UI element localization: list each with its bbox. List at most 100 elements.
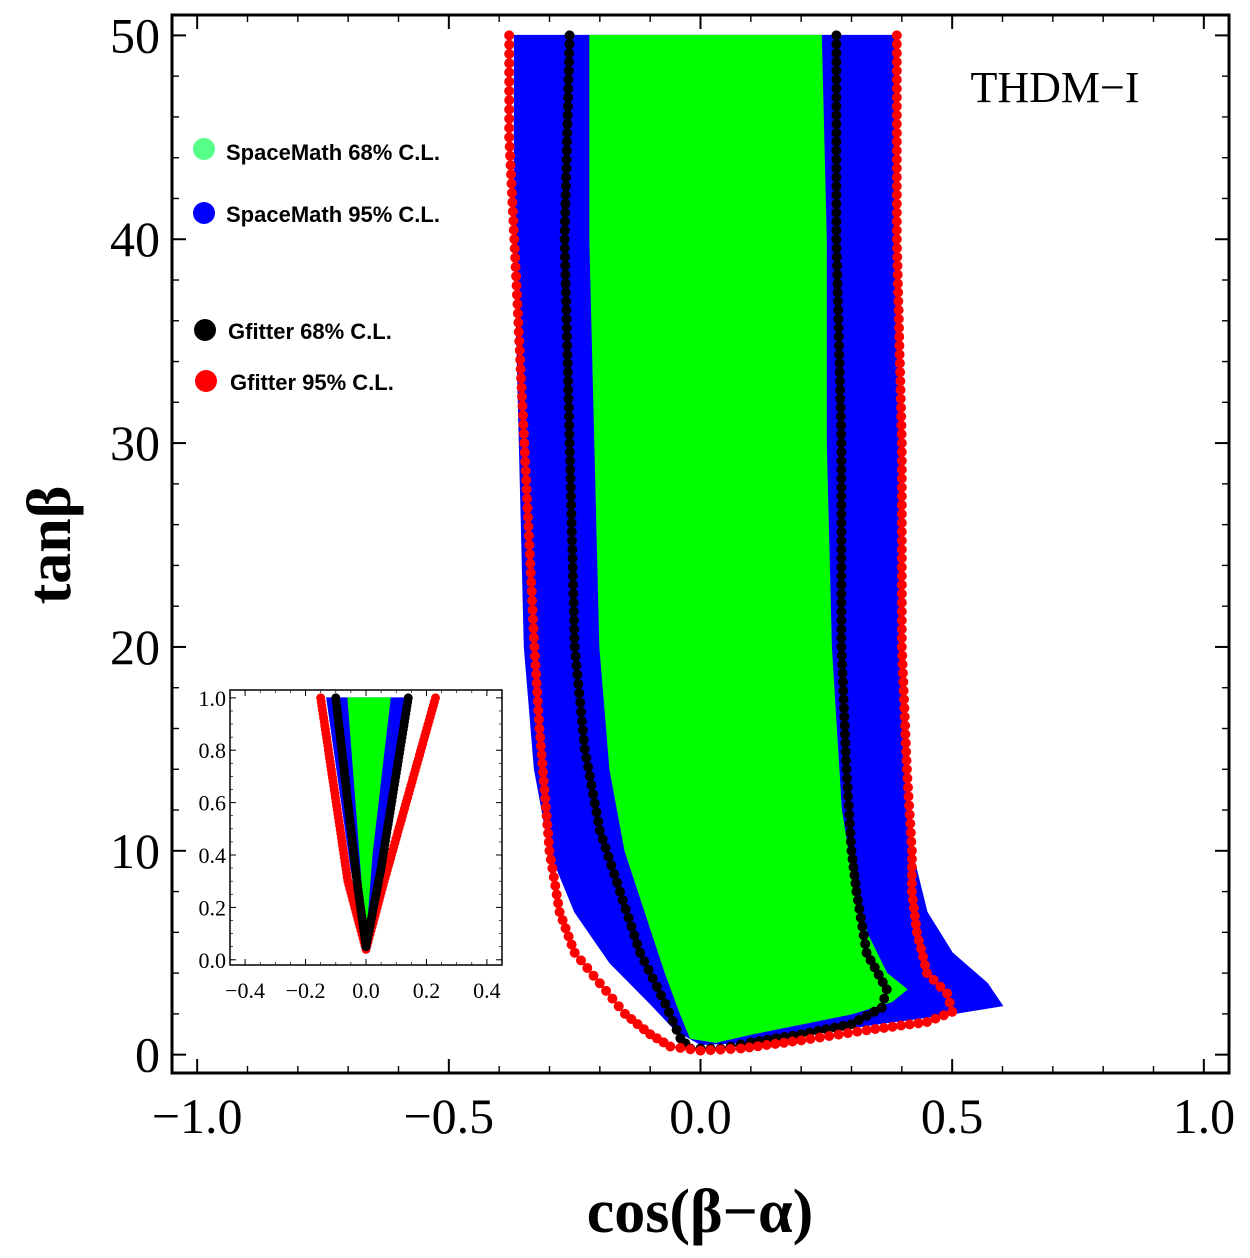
main-point-gfitter-68-c-l	[578, 734, 589, 745]
main-point-gfitter-95-c-l	[891, 30, 902, 41]
main-point-gfitter-95-c-l	[896, 588, 907, 599]
main-point-gfitter-95-c-l	[891, 48, 902, 59]
main-point-gfitter-95-c-l	[920, 960, 930, 970]
main-point-gfitter-95-c-l	[930, 1013, 941, 1024]
main-point-gfitter-95-c-l	[878, 1022, 889, 1033]
main-point-gfitter-68-c-l	[566, 526, 577, 537]
main-point-gfitter-68-c-l	[564, 429, 575, 440]
main-point-gfitter-95-c-l	[935, 981, 946, 992]
main-point-gfitter-95-c-l	[896, 633, 907, 644]
inset-x-tick-label: −0.4	[225, 978, 265, 1003]
main-point-gfitter-95-c-l	[891, 92, 902, 103]
main-point-gfitter-95-c-l	[533, 705, 544, 716]
main-point-gfitter-95-c-l	[906, 836, 917, 847]
main-point-gfitter-95-c-l	[896, 402, 906, 413]
main-point-gfitter-95-c-l	[894, 331, 905, 342]
main-point-gfitter-95-c-l	[528, 623, 539, 634]
main-point-gfitter-68-c-l	[560, 269, 571, 280]
main-point-gfitter-68-c-l	[560, 181, 571, 192]
main-point-gfitter-68-c-l	[560, 189, 571, 200]
main-point-gfitter-95-c-l	[507, 187, 517, 198]
main-point-gfitter-95-c-l	[504, 76, 515, 87]
main-point-gfitter-95-c-l	[908, 902, 919, 913]
main-point-gfitter-68-c-l	[612, 877, 623, 888]
main-point-gfitter-95-c-l	[906, 854, 917, 864]
main-point-gfitter-68-c-l	[831, 189, 842, 200]
main-point-gfitter-95-c-l	[511, 271, 522, 282]
main-point-gfitter-68-c-l	[586, 780, 597, 791]
main-point-gfitter-95-c-l	[907, 894, 918, 905]
main-point-gfitter-68-c-l	[831, 48, 842, 59]
main-x-tick-label: −0.5	[403, 1088, 494, 1144]
main-point-gfitter-95-c-l	[528, 632, 539, 643]
main-point-gfitter-95-c-l	[506, 169, 517, 180]
main-point-gfitter-68-c-l	[876, 1002, 887, 1013]
main-point-gfitter-68-c-l	[836, 571, 847, 581]
main-point-gfitter-68-c-l	[561, 154, 572, 165]
main-point-gfitter-95-c-l	[894, 340, 905, 351]
main-point-gfitter-95-c-l	[540, 793, 551, 804]
main-point-gfitter-95-c-l	[891, 101, 902, 112]
main-point-gfitter-95-c-l	[516, 373, 527, 384]
main-point-gfitter-95-c-l	[519, 447, 530, 458]
main-point-gfitter-95-c-l	[896, 562, 907, 573]
main-point-gfitter-68-c-l	[579, 743, 590, 754]
main-point-gfitter-95-c-l	[891, 216, 902, 227]
main-point-gfitter-95-c-l	[897, 659, 908, 670]
main-point-gfitter-95-c-l	[744, 1042, 755, 1053]
x-axis-title: cos(β−α)	[587, 1178, 814, 1246]
main-point-gfitter-68-c-l	[569, 624, 580, 635]
inset-x-tick-label: 0.4	[473, 978, 501, 1003]
main-point-gfitter-95-c-l	[770, 1038, 781, 1049]
main-point-gfitter-95-c-l	[893, 314, 904, 324]
main-point-gfitter-95-c-l	[778, 1037, 789, 1048]
inset-y-tick-label: 0.8	[199, 738, 227, 763]
legend-label-spacemath-68: SpaceMath 68% C.L.	[226, 140, 440, 165]
main-point-gfitter-68-c-l	[831, 39, 842, 50]
main-point-gfitter-95-c-l	[910, 919, 921, 930]
main-point-gfitter-68-c-l	[831, 216, 842, 227]
main-point-gfitter-68-c-l	[564, 48, 575, 59]
inset-y-tick-label: 0.2	[199, 895, 227, 920]
main-point-gfitter-68-c-l	[851, 886, 862, 897]
main-point-gfitter-68-c-l	[831, 145, 842, 156]
main-point-gfitter-68-c-l	[561, 163, 572, 174]
main-point-gfitter-95-c-l	[896, 571, 907, 581]
main-y-tick-label: 40	[110, 211, 160, 267]
main-point-gfitter-95-c-l	[891, 207, 902, 218]
main-point-gfitter-68-c-l	[843, 791, 854, 802]
inset-y-tick-label: 0.6	[199, 791, 227, 816]
main-point-gfitter-95-c-l	[906, 886, 917, 897]
main-point-gfitter-95-c-l	[896, 553, 907, 564]
main-point-gfitter-95-c-l	[514, 345, 525, 356]
main-point-gfitter-68-c-l	[566, 517, 577, 528]
main-point-gfitter-68-c-l	[836, 526, 847, 537]
main-point-gfitter-95-c-l	[521, 475, 532, 486]
main-point-gfitter-68-c-l	[564, 411, 574, 422]
main-point-gfitter-68-c-l	[563, 92, 574, 103]
main-point-gfitter-68-c-l	[647, 973, 658, 984]
main-point-gfitter-95-c-l	[896, 411, 907, 422]
main-point-gfitter-95-c-l	[916, 943, 926, 954]
main-point-gfitter-95-c-l	[504, 132, 515, 143]
main-point-gfitter-95-c-l	[891, 163, 902, 174]
main-point-gfitter-68-c-l	[560, 260, 571, 271]
main-point-gfitter-95-c-l	[504, 113, 515, 124]
main-point-gfitter-68-c-l	[568, 606, 579, 617]
main-point-gfitter-68-c-l	[831, 57, 842, 67]
main-point-gfitter-68-c-l	[857, 921, 868, 932]
main-point-gfitter-95-c-l	[509, 234, 520, 245]
main-point-gfitter-95-c-l	[538, 775, 549, 786]
main-point-gfitter-68-c-l	[839, 720, 850, 731]
main-point-gfitter-95-c-l	[551, 889, 562, 900]
main-point-gfitter-68-c-l	[840, 729, 850, 740]
main-point-gfitter-95-c-l	[896, 455, 907, 466]
main-ticks-layer: −1.0 −0.5 0.0 0.5 1.0 0 10 20 30 40 50	[110, 7, 1235, 1144]
main-point-gfitter-68-c-l	[836, 650, 847, 661]
main-point-gfitter-68-c-l	[831, 74, 842, 85]
main-point-gfitter-95-c-l	[517, 391, 527, 402]
main-point-gfitter-95-c-l	[891, 39, 902, 50]
main-point-gfitter-68-c-l	[563, 384, 574, 395]
main-point-gfitter-68-c-l	[617, 895, 628, 906]
main-point-gfitter-95-c-l	[896, 447, 907, 457]
